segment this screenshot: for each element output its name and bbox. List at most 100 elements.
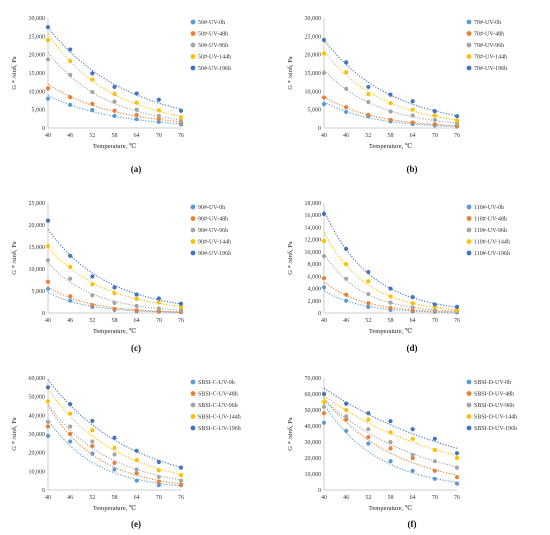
x-tick-label: 46: [343, 495, 349, 501]
data-point: [432, 117, 437, 123]
data-point: [388, 459, 393, 464]
legend-marker: [466, 391, 472, 396]
data-point: [112, 467, 117, 472]
data-point: [454, 118, 460, 123]
data-point: [366, 411, 371, 416]
data-point: [432, 122, 437, 127]
x-tick-label: 40: [321, 495, 327, 501]
data-point: [454, 475, 460, 480]
data-point: [366, 92, 371, 97]
data-point: [112, 99, 117, 104]
x-tick-label: 46: [67, 495, 73, 501]
data-point: [366, 279, 371, 284]
data-point: [321, 238, 327, 243]
legend-marker: [190, 216, 196, 221]
trendline-series-5: [323, 387, 458, 449]
x-tick-label: 76: [454, 318, 460, 324]
data-point: [156, 296, 161, 301]
legend-marker: [466, 216, 472, 221]
data-point: [178, 108, 184, 113]
y-tick-label: 25,000: [29, 34, 46, 40]
data-point: [156, 474, 161, 480]
legend-label: 90#-UV-144h: [198, 240, 231, 246]
data-point: [321, 285, 327, 290]
data-point: [366, 112, 371, 117]
y-tick-label: 0: [42, 311, 45, 317]
trendline-series-2: [323, 398, 458, 476]
legend-marker: [466, 204, 472, 210]
legend-marker: [466, 19, 472, 25]
legend-marker: [190, 42, 196, 48]
data-point: [454, 307, 460, 313]
legend-marker: [190, 65, 196, 71]
data-point: [134, 303, 139, 309]
data-point: [321, 102, 327, 107]
y-axis-title: G * /sinδ, Pa: [11, 417, 18, 451]
x-tick-label: 70: [156, 495, 162, 501]
y-tick-label: 20,000: [29, 451, 46, 457]
data-point: [112, 452, 117, 457]
data-point: [432, 447, 437, 453]
x-tick-label: 46: [67, 318, 73, 324]
legend-marker: [190, 227, 196, 233]
y-tick-label: 30,000: [305, 16, 322, 22]
legend-marker: [466, 250, 472, 256]
data-point: [90, 293, 95, 298]
legend-label: SBSI-D-UV-196h: [474, 426, 517, 432]
y-axis-title: G * /sinδ, Pa: [287, 56, 294, 90]
panel-label: (f): [408, 519, 417, 529]
data-point: [321, 95, 327, 100]
x-tick-label: 70: [432, 318, 438, 324]
legend-label: 70#-UV-96h: [474, 43, 504, 49]
trendline-series-2: [47, 405, 182, 485]
data-point: [344, 262, 349, 267]
legend-label: SBSI-C-UV-196h: [198, 426, 241, 432]
x-tick-label: 52: [365, 495, 371, 501]
data-point: [90, 282, 95, 287]
y-tick-label: 15,000: [29, 245, 46, 251]
y-tick-label: 10,000: [305, 250, 322, 256]
data-point: [388, 117, 393, 123]
legend-marker: [466, 379, 472, 385]
data-point: [90, 101, 95, 106]
x-tick-label: 76: [178, 318, 184, 324]
data-point: [68, 439, 73, 444]
data-point: [454, 455, 460, 461]
x-tick-label: 58: [388, 133, 394, 139]
data-point: [134, 471, 139, 476]
x-axis-title: Temperature, ℃: [369, 327, 412, 335]
data-point: [410, 436, 415, 441]
y-tick-label: 15,000: [29, 71, 46, 77]
data-point: [344, 298, 349, 303]
data-point: [178, 478, 184, 483]
data-point: [68, 411, 73, 416]
data-point: [178, 472, 184, 478]
y-axis-title: G * /sinδ, Pa: [11, 241, 18, 275]
data-point: [156, 483, 161, 488]
data-point: [68, 431, 73, 437]
x-tick-label: 76: [454, 495, 460, 501]
legend-label: 110#-UV-0h: [474, 205, 504, 211]
legend-marker: [466, 65, 472, 71]
data-point: [366, 99, 371, 105]
data-point: [112, 300, 117, 305]
data-point: [344, 407, 349, 413]
x-tick-label: 46: [343, 133, 349, 139]
chart-panel-5: 0 10,000 20,000 30,000 40,000 50,000 60,000 40 4…: [11, 376, 241, 529]
x-tick-label: 64: [134, 133, 140, 139]
data-point: [112, 435, 117, 440]
data-point: [45, 57, 51, 62]
chart-panel-2: 0 5,000 10,000 15,000 20,000 25,000 30,000 40 46…: [287, 16, 507, 174]
data-point: [321, 37, 327, 43]
data-point: [134, 458, 139, 463]
data-point: [432, 302, 437, 307]
y-tick-label: 5,000: [308, 108, 322, 114]
data-point: [90, 451, 95, 456]
y-tick-label: 60,000: [305, 392, 322, 398]
x-tick-label: 58: [388, 495, 394, 501]
data-point: [344, 414, 349, 419]
chart-panel-4: 0 2,000 4,000 6,000 8,000 10,000 12,000 14,000 1…: [287, 201, 510, 353]
data-point: [45, 244, 51, 249]
legend-marker: [466, 414, 472, 419]
